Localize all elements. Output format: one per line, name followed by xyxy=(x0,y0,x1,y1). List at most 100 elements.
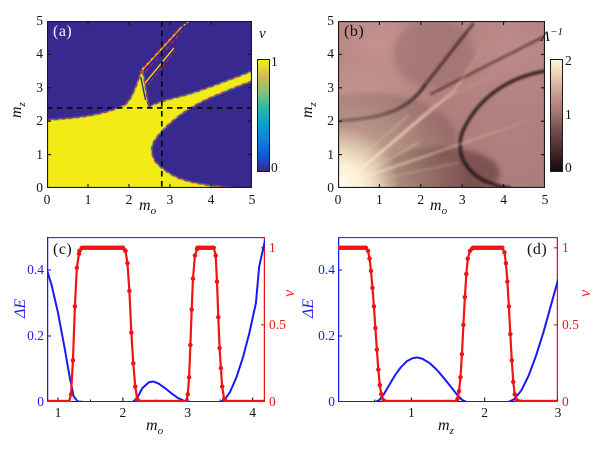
lambda-sup: −1 xyxy=(550,26,563,38)
nu-marker xyxy=(189,307,194,312)
nu-marker xyxy=(462,294,468,300)
xlabel-base: m xyxy=(139,197,151,214)
x-tick-label: 3 xyxy=(554,405,562,420)
nu-marker xyxy=(262,399,265,402)
nu-marker xyxy=(370,285,375,291)
xlabel-base: m xyxy=(430,197,442,214)
xlabel-sub: o xyxy=(441,205,448,218)
x-tick-label: 3 xyxy=(184,405,192,420)
y-tick-label: 3 xyxy=(327,79,334,95)
phase-boundary-dashes xyxy=(47,67,252,188)
panel-d-ylabel-left: ΔE xyxy=(300,298,317,318)
y-tick-label: 3 xyxy=(36,79,43,95)
nu-marker xyxy=(500,245,505,251)
nu-marker xyxy=(213,253,218,258)
series-left xyxy=(47,239,265,402)
nu-marker xyxy=(211,245,216,251)
nu-marker xyxy=(505,279,510,284)
y-right-tick-label: 1 xyxy=(269,239,276,255)
y-left-tick-label: 0 xyxy=(37,394,44,409)
panel-a-xlabel: mo xyxy=(139,197,156,217)
colorbar-nu-tick-1: 1 xyxy=(271,54,278,69)
x-tick-label: 1 xyxy=(407,405,415,420)
nu-marker xyxy=(371,304,377,309)
panel-b-plot xyxy=(338,21,545,188)
y-right-tick-label: 0 xyxy=(562,394,569,409)
nu-marker xyxy=(190,276,196,281)
upper-streaks xyxy=(138,21,192,86)
nu-marker xyxy=(368,268,374,274)
nu-marker xyxy=(188,342,193,348)
nu-marker xyxy=(72,304,78,309)
nu-marker xyxy=(192,253,198,258)
nu-marker xyxy=(555,399,558,402)
y-right-tick-label: 0.5 xyxy=(562,316,579,332)
nu-marker xyxy=(512,392,517,397)
nu-marker xyxy=(506,304,512,309)
nu-marker xyxy=(374,347,380,352)
x-tick-label: 2 xyxy=(119,405,127,420)
y-tick-label: 1 xyxy=(36,146,43,162)
colorbar-lambda-tick-1: 1 xyxy=(565,107,572,122)
xlabel-sub: o xyxy=(150,205,157,218)
x-tick-label: 0 xyxy=(43,192,51,207)
panel-a-plot xyxy=(47,21,252,188)
colorbar-nu-label: ν xyxy=(259,26,266,42)
x-tick-label: 2 xyxy=(481,405,489,420)
nu-marker xyxy=(219,384,225,389)
xlabel-sub: z xyxy=(449,425,454,438)
panel-a-border xyxy=(47,21,252,188)
series-left xyxy=(338,278,558,402)
y-right-tick-label: 0 xyxy=(269,394,276,409)
x-tick-label: 2 xyxy=(417,192,425,207)
y-tick-label: 1 xyxy=(327,146,334,162)
nu-marker xyxy=(129,330,134,335)
nu-marker xyxy=(503,260,509,266)
colorbar-nu xyxy=(257,59,270,172)
colorbar-lambda-tick-0: 0 xyxy=(565,160,572,175)
nu-marker xyxy=(125,260,130,266)
nu-marker xyxy=(123,248,128,254)
panel-c-label: (c) xyxy=(53,241,73,258)
nu-marker xyxy=(456,388,462,394)
nu-marker xyxy=(373,325,378,331)
y-left-tick-label: 0.2 xyxy=(318,328,335,343)
x-tick-label: 5 xyxy=(248,192,256,207)
y-left-tick-label: 0.4 xyxy=(318,262,335,277)
nu-marker xyxy=(217,345,222,351)
nu-marker xyxy=(186,375,192,380)
y-left-tick-label: 0.4 xyxy=(27,262,44,277)
y-left-tick-label: 0.2 xyxy=(27,328,44,343)
nu-marker xyxy=(461,322,466,328)
nu-marker xyxy=(183,399,189,402)
origin-glow xyxy=(338,21,545,188)
xlabel-base: m xyxy=(438,417,450,434)
panel-d-label: (d) xyxy=(527,241,548,258)
nu-marker xyxy=(365,248,371,254)
nu-marker xyxy=(127,288,132,294)
x-tick-label: 3 xyxy=(166,192,174,207)
y-tick-label: 4 xyxy=(36,46,43,62)
y-tick-label: 2 xyxy=(327,113,334,129)
x-tick-label: 1 xyxy=(84,192,92,207)
x-tick-label: 4 xyxy=(207,192,215,207)
y-tick-label: 2 xyxy=(36,113,43,129)
nu-marker xyxy=(367,256,372,261)
nu-marker xyxy=(131,361,136,366)
nu-marker xyxy=(218,365,224,371)
nu-marker xyxy=(465,256,471,261)
colorbar-lambda-inverse xyxy=(550,59,563,172)
x-tick-label: 4 xyxy=(249,405,257,420)
nu-marker xyxy=(464,271,469,277)
x-tick-label: 3 xyxy=(458,192,466,207)
nu-marker xyxy=(508,331,513,337)
xlabel-sub: o xyxy=(157,425,164,438)
panel-c-ylabel-right: ν xyxy=(281,289,298,297)
nu-marker xyxy=(377,382,383,388)
nu-marker xyxy=(502,250,507,255)
panel-d-plot xyxy=(338,237,558,402)
nu-marker xyxy=(376,367,381,372)
nu-marker xyxy=(455,396,460,402)
ylabel-sub: z xyxy=(307,102,320,107)
xlabel-base: m xyxy=(146,417,158,434)
